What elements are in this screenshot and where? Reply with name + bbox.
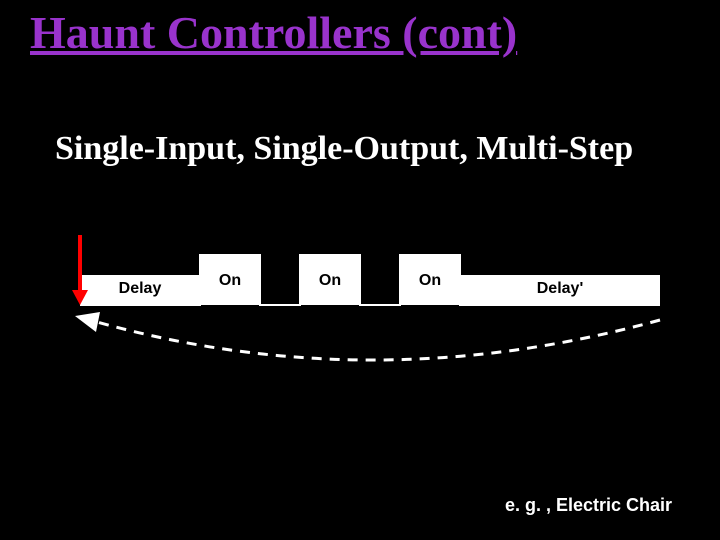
return-arc-arrowhead: [75, 312, 100, 332]
label-on2: On: [300, 272, 360, 290]
label-on3: On: [400, 272, 460, 290]
label-delay: Delay: [80, 280, 200, 298]
return-arc: [90, 320, 660, 360]
timing-diagram: [0, 0, 720, 540]
label-delay2: Delay': [460, 280, 660, 298]
label-on1: On: [200, 272, 260, 290]
footnote: e. g. , Electric Chair: [505, 495, 672, 516]
